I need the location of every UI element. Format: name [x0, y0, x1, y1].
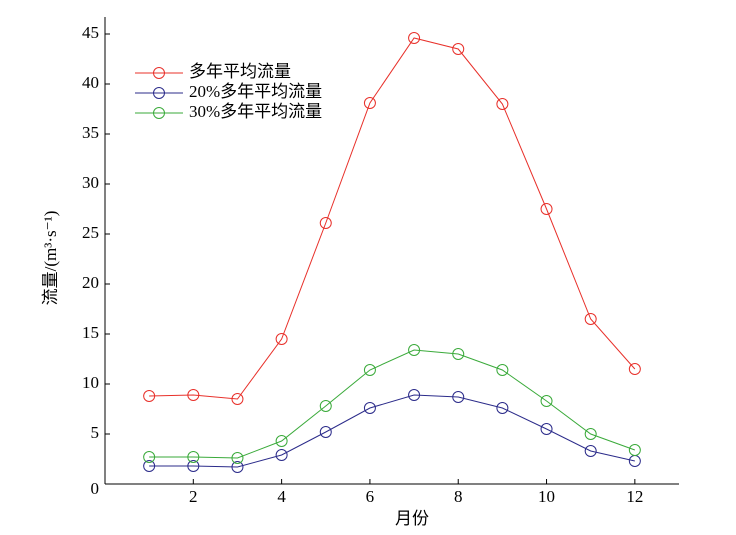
point-marker [143, 451, 156, 463]
y-tick-label: 15 [82, 323, 99, 342]
y-tick-label: 0 [91, 479, 100, 498]
y-tick-label: 20 [82, 273, 99, 292]
point-marker [187, 389, 200, 401]
point-marker [452, 348, 465, 360]
point-marker [584, 313, 597, 325]
x-tick-label: 2 [189, 487, 198, 506]
point-marker [319, 426, 332, 438]
x-tick-label: 8 [454, 487, 463, 506]
y-tick-label: 35 [82, 123, 99, 142]
point-marker [408, 344, 421, 356]
y-tick-label: 30 [82, 173, 99, 192]
y-tick-label: 25 [82, 223, 99, 242]
series-line [149, 37, 636, 400]
point-marker [628, 444, 641, 456]
legend-marker [153, 107, 165, 119]
point-marker [408, 32, 421, 44]
point-marker [540, 395, 553, 407]
point-marker [319, 400, 332, 412]
point-marker [540, 423, 553, 435]
x-tick-label: 6 [366, 487, 375, 506]
point-marker [275, 449, 288, 461]
point-marker [143, 390, 156, 402]
point-marker [275, 435, 288, 447]
legend-label: 多年平均流量 [189, 62, 291, 81]
y-tick-label: 10 [82, 373, 99, 392]
point-marker [584, 445, 597, 457]
point-marker [363, 97, 376, 109]
point-marker [231, 452, 244, 464]
point-marker [187, 451, 200, 463]
x-tick-label: 4 [277, 487, 286, 506]
point-marker [319, 217, 332, 229]
x-axis-label: 月份 [395, 509, 429, 528]
point-marker [231, 393, 244, 405]
point-marker [496, 402, 509, 414]
point-marker [452, 391, 465, 403]
point-marker [496, 364, 509, 376]
y-tick-label: 5 [91, 423, 100, 442]
point-marker [143, 460, 156, 472]
point-marker [187, 460, 200, 472]
point-marker [584, 428, 597, 440]
point-marker [452, 43, 465, 55]
point-marker [496, 98, 509, 110]
legend-label: 20%多年平均流量 [189, 82, 322, 101]
legend-label: 30%多年平均流量 [189, 102, 322, 121]
legend-marker [153, 67, 165, 79]
x-tick-label: 12 [626, 487, 643, 506]
point-marker [363, 402, 376, 414]
point-marker [408, 389, 421, 401]
point-marker [540, 203, 553, 215]
legend-marker [153, 87, 165, 99]
series-line [149, 349, 636, 459]
y-tick-label: 45 [82, 23, 99, 42]
point-marker [628, 363, 641, 375]
point-marker [231, 461, 244, 473]
x-tick-label: 10 [538, 487, 555, 506]
point-marker [363, 364, 376, 376]
y-axis-label: 流量/(m³·s⁻¹) [41, 211, 60, 306]
y-tick-label: 40 [82, 73, 99, 92]
series-line [149, 394, 635, 468]
point-marker [275, 333, 288, 345]
